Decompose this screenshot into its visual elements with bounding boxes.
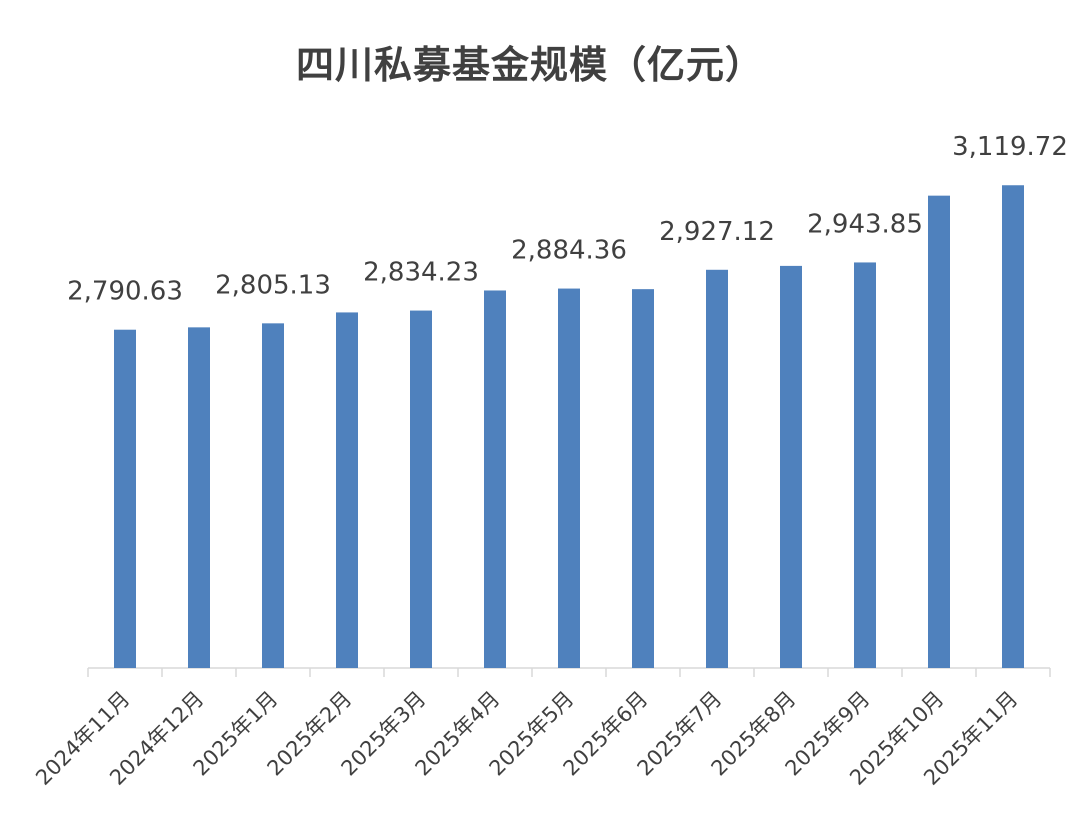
data-label-2: 2,805.13 <box>215 270 331 300</box>
bar-4 <box>410 310 432 668</box>
data-label-6: 2,884.36 <box>511 236 627 266</box>
bar-3 <box>336 312 358 668</box>
data-labels: 2,790.63 2,805.13 2,834.23 2,884.36 2,927.12… <box>67 132 1068 306</box>
bar-10 <box>854 262 876 668</box>
data-label-10: 2,943.85 <box>807 209 923 239</box>
bar-0 <box>114 329 136 668</box>
bar-6 <box>558 288 580 668</box>
bar-11 <box>928 195 950 668</box>
bar-12 <box>1002 185 1024 668</box>
bar-8 <box>706 269 728 668</box>
bar-2 <box>262 323 284 668</box>
bars <box>114 185 1024 668</box>
chart-title: 四川私募基金规模（亿元） <box>295 43 764 87</box>
bar-7 <box>632 289 654 668</box>
x-tick-labels: 2024年11月2024年12月2025年1月2025年2月2025年3月202… <box>31 687 1022 790</box>
data-label-8: 2,927.12 <box>659 217 775 247</box>
x-axis-ticks <box>87 668 1051 677</box>
bar-1 <box>188 327 210 668</box>
data-label-4: 2,834.23 <box>363 258 479 288</box>
data-label-0: 2,790.63 <box>67 277 183 307</box>
bar-5 <box>484 290 506 668</box>
bar-9 <box>780 265 802 668</box>
data-label-12: 3,119.72 <box>952 132 1068 162</box>
